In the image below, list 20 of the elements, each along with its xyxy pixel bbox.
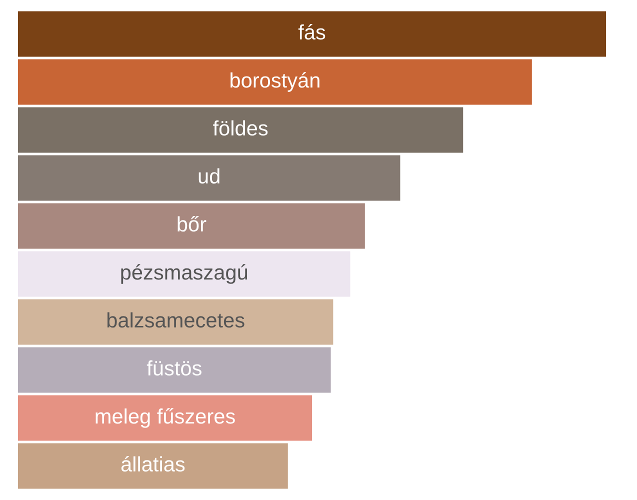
y-tick-label: bőr (178, 216, 206, 232)
bar (18, 251, 350, 297)
y-tick-label: füstös (146, 360, 202, 376)
bar (18, 299, 334, 345)
bar (18, 347, 331, 393)
bar (18, 395, 312, 441)
y-tick-label: borostyán (230, 72, 320, 92)
bar (18, 203, 365, 249)
y-tick-label: földes (213, 120, 268, 136)
y-tick-label: pézsmaszagú (121, 264, 248, 284)
bar (18, 155, 400, 201)
y-tick-label: meleg fűszeres (96, 408, 235, 428)
bar (18, 443, 288, 489)
y-tick-label: állatias (121, 456, 185, 472)
bar (18, 107, 464, 153)
bar (18, 11, 606, 57)
y-tick-label: ud (198, 168, 220, 184)
bar (18, 59, 532, 105)
y-tick-label: balzsamecetes (107, 312, 244, 328)
y-tick-label: fás (298, 24, 326, 40)
